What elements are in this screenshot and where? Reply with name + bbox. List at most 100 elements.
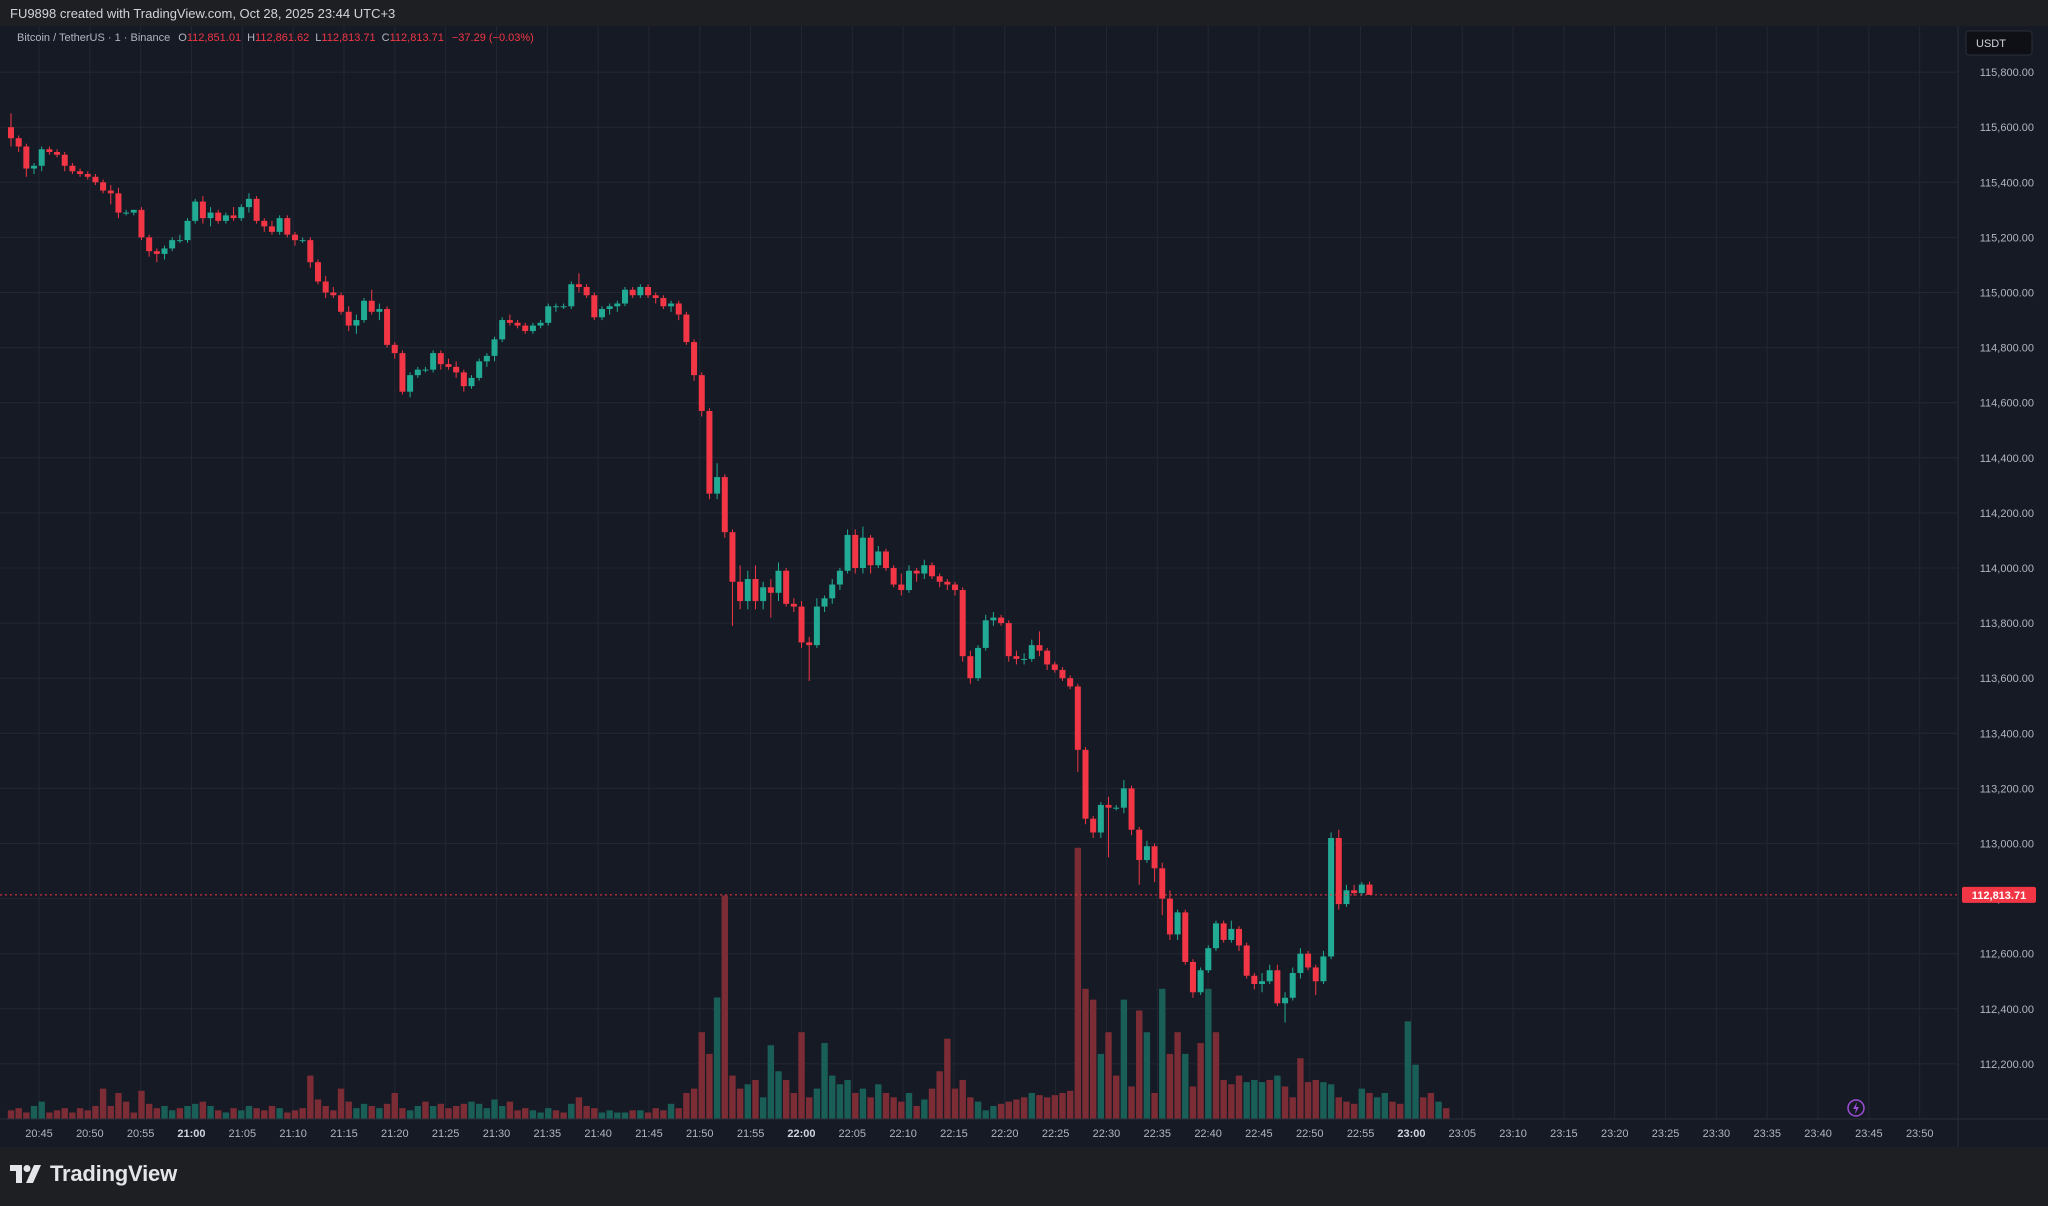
- volume-bar: [867, 1097, 874, 1119]
- candle-body: [836, 570, 843, 585]
- volume-bar: [775, 1071, 782, 1119]
- volume-bar: [1074, 847, 1082, 1119]
- candle-body: [169, 240, 176, 249]
- volume-bar: [445, 1108, 452, 1119]
- candle-body: [1059, 669, 1066, 679]
- price-tick-label: 114,200.00: [1980, 508, 2034, 520]
- candle-body: [299, 240, 306, 242]
- volume-bar: [529, 1110, 537, 1119]
- volume-bar: [1113, 1075, 1120, 1119]
- candle-body: [1082, 749, 1089, 819]
- volume-bar: [859, 1088, 867, 1119]
- candle-body: [1143, 846, 1150, 861]
- candle-body: [729, 532, 736, 582]
- volume-bar: [1350, 1103, 1358, 1119]
- lightning-icon[interactable]: [1847, 1099, 1865, 1117]
- header-caption: FU9898 created with TradingView.com, Oct…: [10, 6, 396, 21]
- volume-bar: [951, 1088, 959, 1119]
- volume-bar: [1420, 1097, 1427, 1119]
- candle-body: [706, 410, 713, 494]
- candle-body: [445, 364, 452, 367]
- candle-body: [1166, 898, 1173, 935]
- candle-body: [952, 584, 959, 591]
- candle-body: [775, 570, 782, 593]
- candle-body: [1320, 956, 1327, 982]
- time-tick-label: 22:25: [1042, 1128, 1070, 1140]
- tradingview-logo[interactable]: TradingView: [10, 1161, 177, 1187]
- candle-body: [153, 251, 160, 254]
- candle-body: [760, 587, 767, 602]
- volume-bar: [345, 1101, 352, 1119]
- volume-bar: [7, 1110, 15, 1119]
- currency-label[interactable]: USDT: [1976, 38, 2006, 50]
- volume-bar: [568, 1103, 575, 1119]
- candle-body: [430, 353, 437, 370]
- volume-bar: [1174, 1032, 1181, 1119]
- volume-bar: [967, 1097, 974, 1119]
- volume-bar: [936, 1071, 943, 1119]
- candle-body: [361, 300, 368, 321]
- volume-bar: [1028, 1092, 1035, 1119]
- candle-body: [890, 568, 897, 585]
- volume-bar: [944, 1038, 951, 1119]
- candle-body: [315, 262, 321, 282]
- candle-body: [1105, 804, 1112, 808]
- ohlc-legend: Bitcoin / TetherUS · 1 · Binance O112,851…: [17, 32, 534, 44]
- footer: TradingView: [0, 1147, 2048, 1206]
- price-tick-label: 113,200.00: [1980, 783, 2034, 795]
- candle-body: [1243, 945, 1250, 976]
- candle-body: [1289, 972, 1296, 998]
- price-tick-label: 115,400.00: [1980, 177, 2034, 189]
- candle-body: [913, 570, 920, 574]
- volume-bar: [130, 1112, 137, 1119]
- price-tick-label: 115,200.00: [1980, 232, 2034, 244]
- time-tick-label: 23:35: [1753, 1128, 1781, 1140]
- time-axis[interactable]: 20:45 20:50 20:55 21:00 21:05 21:10 21:15 21:20…: [25, 1128, 1933, 1140]
- volume-bar: [314, 1099, 322, 1119]
- candle-body: [859, 537, 866, 568]
- candle-body: [476, 361, 483, 378]
- volume-bar: [1343, 1101, 1350, 1119]
- time-tick-label: 21:05: [229, 1128, 257, 1140]
- volume-bar: [583, 1105, 590, 1119]
- time-tick-label: 21:25: [432, 1128, 460, 1140]
- legend-o-label: O: [178, 32, 187, 44]
- candle-body: [783, 570, 790, 604]
- candle-body: [1159, 868, 1166, 899]
- chart-area[interactable]: 112,200.00112,400.00112,600.00112,800.00…: [0, 26, 2048, 1147]
- candle-body: [407, 375, 414, 392]
- volume-bar: [53, 1110, 61, 1119]
- candle-body: [1266, 970, 1273, 982]
- volume-bar: [460, 1103, 468, 1119]
- volume-bar: [368, 1105, 375, 1119]
- volume-bar: [1128, 1086, 1135, 1119]
- candle-body: [1136, 829, 1143, 861]
- time-tick-label: 22:55: [1347, 1128, 1375, 1140]
- candle-body: [1212, 923, 1219, 949]
- volume-bar: [1366, 1092, 1373, 1119]
- candle-body: [1074, 686, 1081, 750]
- volume-bar: [1082, 988, 1089, 1119]
- volume-bar: [997, 1103, 1005, 1119]
- volume-bar: [391, 1092, 398, 1119]
- volume-bar: [1312, 1079, 1319, 1119]
- currency-button-bg[interactable]: [1965, 30, 2033, 56]
- volume-bar: [660, 1110, 667, 1119]
- candle-body: [622, 289, 628, 304]
- volume-bar: [852, 1092, 859, 1119]
- volume-bar: [192, 1103, 199, 1119]
- volume-bar: [1297, 1058, 1304, 1119]
- candle-body: [514, 322, 521, 326]
- candle-body: [568, 284, 575, 307]
- volume-bar: [522, 1108, 529, 1119]
- volume-bar: [452, 1105, 460, 1119]
- tradingview-logo-icon: [10, 1165, 41, 1183]
- candle-body: [575, 284, 582, 287]
- candle-body: [215, 212, 222, 221]
- currency-button[interactable]: USDT: [1965, 30, 2033, 56]
- volume-bar: [437, 1103, 444, 1119]
- candle-body: [606, 306, 613, 310]
- candlestick-chart[interactable]: 112,200.00112,400.00112,600.00112,800.00…: [0, 26, 2048, 1147]
- grid-lines: [0, 26, 1958, 1119]
- candle-body: [821, 598, 828, 607]
